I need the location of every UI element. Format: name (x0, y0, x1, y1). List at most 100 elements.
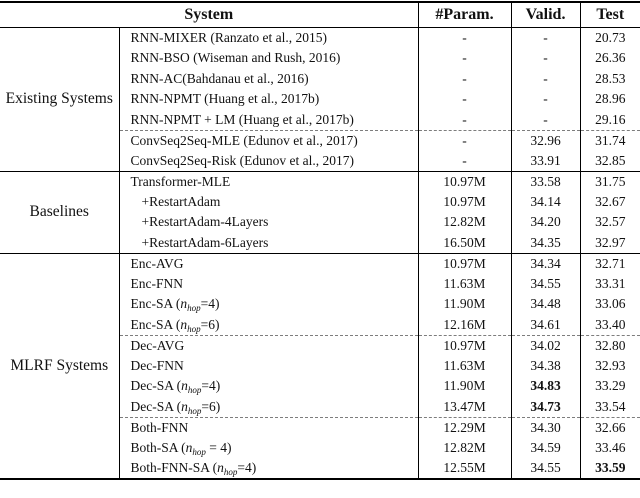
param-cell: 10.97M (417, 170, 512, 192)
table-row: Dec-AVG 10.97M 34.02 32.80 (0, 334, 640, 356)
test-cell: 33.46 (579, 437, 640, 458)
test-cell: 32.97 (579, 232, 640, 253)
param-cell: 11.90M (417, 294, 512, 315)
table-row: Dec-SA (nhop=6) 13.47M 34.73 33.54 (0, 396, 640, 417)
param-cell: - (417, 129, 512, 151)
column-header-system: System (0, 2, 419, 28)
system-cell: Dec-SA (nhop=6) (118, 396, 419, 417)
param-cell: - (417, 68, 512, 89)
test-cell: 32.57 (579, 212, 640, 233)
valid-cell: 34.14 (510, 191, 581, 212)
system-cell: RNN-MIXER (Ranzato et al., 2015) (118, 27, 419, 48)
system-cell: Dec-FNN (118, 355, 419, 376)
table-row: Enc-SA (nhop=4) 11.90M 34.48 33.06 (0, 294, 640, 315)
param-cell: 10.97M (417, 252, 512, 274)
valid-cell: 34.55 (510, 273, 581, 294)
valid-cell: 34.20 (510, 212, 581, 233)
system-cell: Enc-SA (nhop=4) (118, 294, 419, 315)
valid-cell: 34.34 (510, 252, 581, 274)
table-row: MLRF Systems Enc-AVG 10.97M 34.34 32.71 (0, 252, 640, 479)
test-cell: 33.54 (579, 396, 640, 417)
test-cell: 33.31 (579, 273, 640, 294)
test-cell: 33.59 (579, 458, 640, 479)
system-cell: +RestartAdam (118, 191, 419, 212)
system-cell: ConvSeq2Seq-Risk (Edunov et al., 2017) (118, 150, 419, 171)
test-cell: 32.80 (579, 334, 640, 356)
table-row: Both-FNN-SA (nhop=4) 12.55M 34.55 33.59 (0, 458, 640, 479)
header-row: System #Param. Valid. Test (0, 2, 640, 28)
test-cell: 32.67 (579, 191, 640, 212)
param-cell: 11.63M (417, 355, 512, 376)
param-cell: 12.29M (417, 416, 512, 438)
system-cell: Enc-AVG (118, 252, 419, 274)
param-cell: 13.47M (417, 396, 512, 417)
table-row: Both-SA (nhop = 4) 12.82M 34.59 33.46 (0, 437, 640, 458)
param-cell: 11.90M (417, 376, 512, 397)
test-cell: 32.93 (579, 355, 640, 376)
valid-cell: - (510, 89, 581, 110)
param-cell: 12.82M (417, 437, 512, 458)
system-cell: Both-SA (nhop = 4) (118, 437, 419, 458)
valid-cell: 34.35 (510, 232, 581, 253)
test-cell: 28.96 (579, 89, 640, 110)
valid-cell: 34.48 (510, 294, 581, 315)
param-cell: - (417, 27, 512, 48)
system-cell: Dec-AVG (118, 334, 419, 356)
table-row: +RestartAdam-4Layers 12.82M 34.20 32.57 (0, 212, 640, 233)
valid-cell: 34.59 (510, 437, 581, 458)
param-cell: - (417, 48, 512, 69)
system-cell: +RestartAdam-6Layers (118, 232, 419, 253)
valid-cell: 34.38 (510, 355, 581, 376)
system-cell: Enc-FNN (118, 273, 419, 294)
test-cell: 32.66 (579, 416, 640, 438)
system-cell: Both-FNN-SA (nhop=4) (118, 458, 419, 479)
table-row: RNN-NPMT + LM (Huang et al., 2017b) - - … (0, 109, 640, 130)
table-row: RNN-NPMT (Huang et al., 2017b) - - 28.96 (0, 89, 640, 110)
param-cell: 12.82M (417, 212, 512, 233)
valid-cell: 34.02 (510, 334, 581, 356)
test-cell: 31.74 (579, 129, 640, 151)
valid-cell: - (510, 48, 581, 69)
test-cell: 20.73 (579, 27, 640, 48)
results-table: System #Param. Valid. Test Existing Syst… (0, 1, 640, 480)
valid-cell: 34.73 (510, 396, 581, 417)
test-cell: 33.29 (579, 376, 640, 397)
system-cell: RNN-AC(Bahdanau et al., 2016) (118, 68, 419, 89)
test-cell: 32.71 (579, 252, 640, 274)
test-cell: 31.75 (579, 170, 640, 192)
param-cell: 16.50M (417, 232, 512, 253)
table-row: Dec-SA (nhop=4) 11.90M 34.83 33.29 (0, 376, 640, 397)
valid-cell: 32.96 (510, 129, 581, 151)
table-row: Baselines Transformer-MLE 10.97M 33.58 31… (0, 170, 640, 253)
table-row: +RestartAdam-6Layers 16.50M 34.35 32.97 (0, 232, 640, 253)
system-cell: +RestartAdam-4Layers (118, 212, 419, 233)
valid-cell: 34.55 (510, 458, 581, 479)
system-cell: Enc-SA (nhop=6) (118, 314, 419, 335)
valid-cell: 33.91 (510, 150, 581, 171)
group-label: MLRF Systems (0, 252, 119, 479)
system-cell: RNN-NPMT (Huang et al., 2017b) (118, 89, 419, 110)
table-row: RNN-AC(Bahdanau et al., 2016) - - 28.53 (0, 68, 640, 89)
test-cell: 33.06 (579, 294, 640, 315)
param-cell: - (417, 109, 512, 130)
test-cell: 28.53 (579, 68, 640, 89)
test-cell: 32.85 (579, 150, 640, 171)
valid-cell: 34.83 (510, 376, 581, 397)
system-cell: ConvSeq2Seq-MLE (Edunov et al., 2017) (118, 129, 419, 151)
valid-cell: 34.30 (510, 416, 581, 438)
column-header-param: #Param. (417, 2, 512, 28)
table-row: Existing Systems RNN-MIXER (Ranzato et al… (0, 27, 640, 107)
table-row: Both-FNN 12.29M 34.30 32.66 (0, 416, 640, 438)
group-label: Baselines (0, 170, 119, 253)
table-row: Enc-SA (nhop=6) 12.16M 34.61 33.40 (0, 314, 640, 335)
param-cell: 10.97M (417, 334, 512, 356)
test-cell: 26.36 (579, 48, 640, 69)
valid-cell: 34.61 (510, 314, 581, 335)
column-header-test: Test (579, 2, 640, 28)
valid-cell: - (510, 27, 581, 48)
system-cell: Dec-SA (nhop=4) (118, 376, 419, 397)
system-cell: RNN-BSO (Wiseman and Rush, 2016) (118, 48, 419, 69)
table-row: ConvSeq2Seq-Risk (Edunov et al., 2017) -… (0, 150, 640, 171)
table-row: Dec-FNN 11.63M 34.38 32.93 (0, 355, 640, 376)
column-header-valid: Valid. (510, 2, 581, 28)
